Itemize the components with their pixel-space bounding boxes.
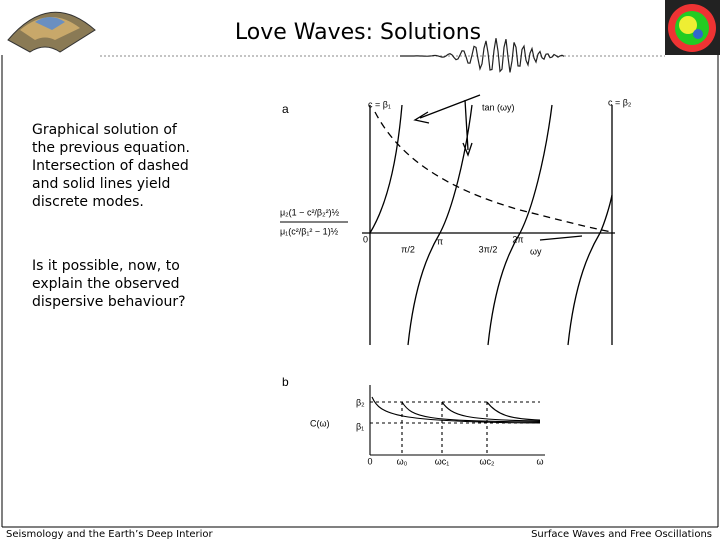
seismogram	[400, 38, 565, 73]
fraction: μ₁(c²/β₁² − 1)½	[280, 226, 339, 236]
x-label: 2π	[512, 234, 523, 244]
figure-b	[369, 385, 545, 456]
fraction: μ₂(1 − c²/β₂²)½	[280, 207, 340, 217]
x-axis-label: ωy	[530, 246, 542, 256]
panel-label: b	[282, 375, 289, 389]
footer-left: Seismology and the Earth’s Deep Interior	[6, 529, 214, 540]
body-line: Graphical solution of	[32, 122, 178, 138]
figure-a-labels: a c = β₁ c = β₂ tan (ωy) μ₂(1 − c²/β₂²)½…	[280, 97, 632, 256]
x-label: π/2	[401, 244, 415, 254]
x-label: π	[437, 236, 443, 246]
panel-label: a	[282, 102, 289, 116]
body-line: discrete modes.	[32, 194, 144, 210]
y-label: β₁	[356, 421, 364, 431]
body-text: Graphical solution of the previous equati…	[32, 122, 190, 310]
body-line: explain the observed	[32, 276, 180, 292]
body-line: dispersive behaviour?	[32, 294, 186, 310]
x-label: ω₀	[397, 456, 408, 466]
title: Love Waves: Solutions	[235, 20, 481, 45]
x-label: 3π/2	[479, 244, 498, 254]
x-label: ωc₂	[479, 456, 495, 466]
x-label: ωc₁	[435, 456, 450, 466]
label: c = β₁	[368, 99, 391, 109]
body-line: and solid lines yield	[32, 176, 170, 192]
body-line: Intersection of dashed	[32, 158, 189, 174]
body-line: the previous equation.	[32, 140, 190, 156]
logo-left	[0, 0, 100, 55]
y-label: β₂	[356, 397, 365, 407]
figure-a	[362, 94, 615, 346]
x-label: ω	[536, 456, 543, 466]
logo-right	[665, 0, 720, 55]
y-axis-label: C(ω)	[310, 418, 330, 428]
label: 0	[367, 456, 372, 466]
figure-b-labels: b C(ω) β₂ β₁ 0 ω₀ ωc₁ ωc₂ ω	[282, 375, 544, 466]
label: c = β₂	[608, 97, 632, 107]
label: 0	[363, 234, 368, 244]
label: tan (ωy)	[482, 102, 515, 112]
body-line: Is it possible, now, to	[32, 258, 180, 274]
footer-right: Surface Waves and Free Oscillations	[531, 529, 712, 540]
